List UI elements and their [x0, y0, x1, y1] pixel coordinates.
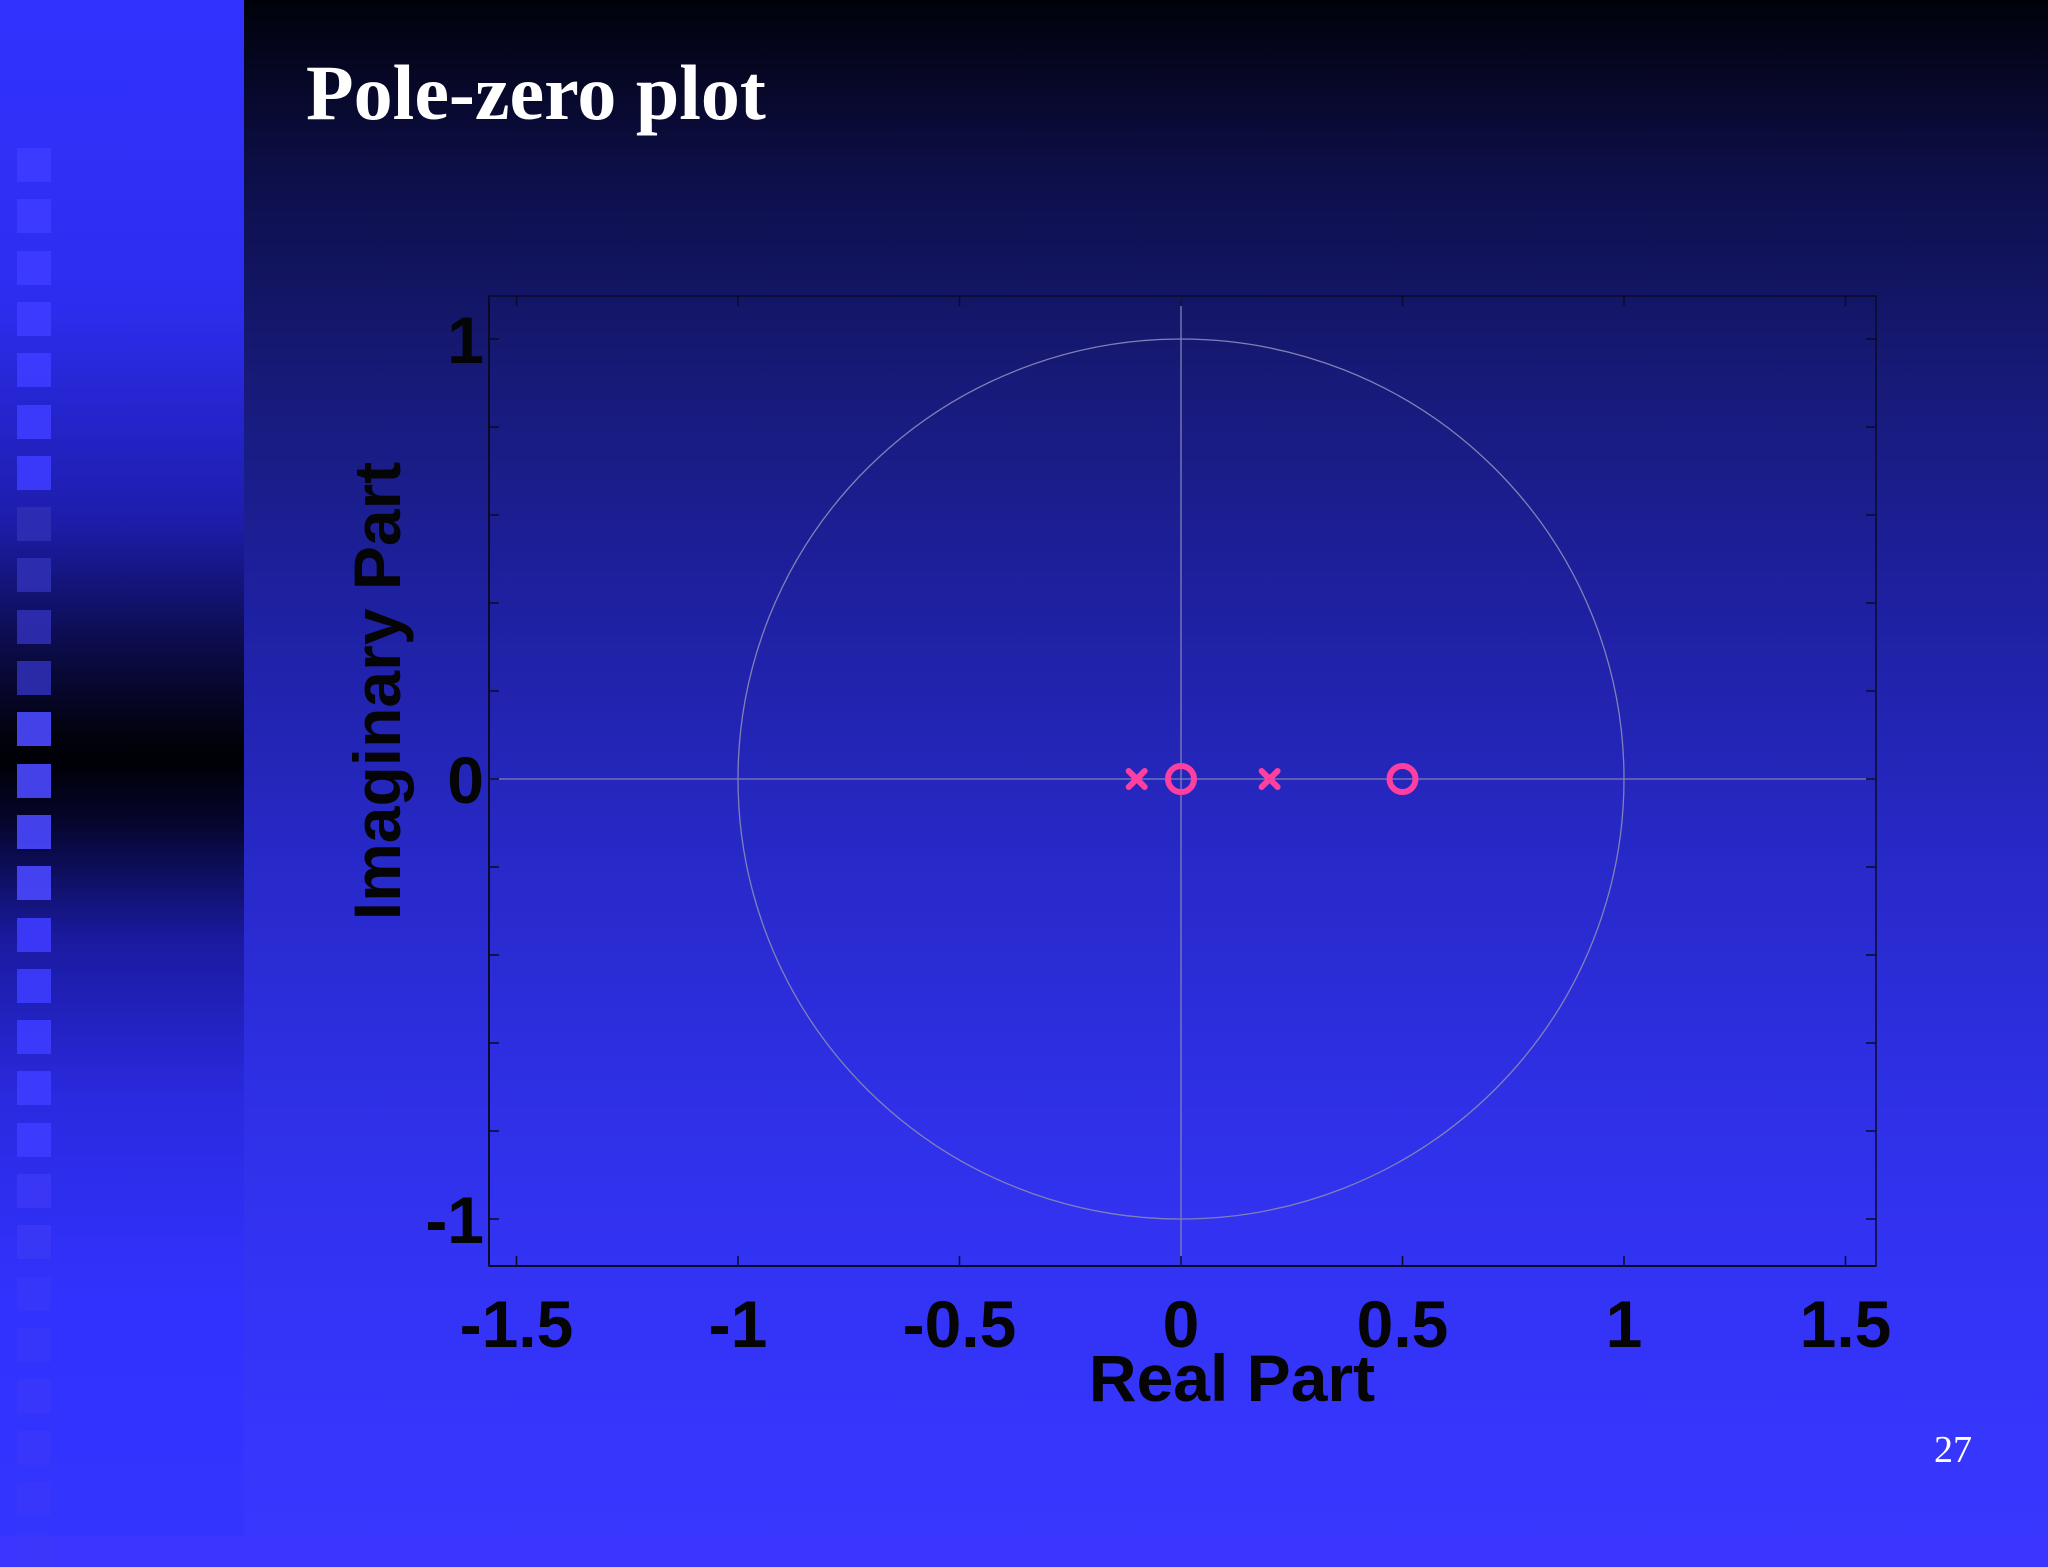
- decorative-square: [17, 763, 51, 798]
- page-number: 27: [1934, 1429, 1972, 1471]
- x-tick-label: 1: [1606, 1287, 1643, 1361]
- decorative-square: [17, 353, 51, 388]
- slide-background: [244, 0, 2048, 1536]
- x-tick-label: 0.5: [1357, 1287, 1449, 1361]
- decorative-square: [17, 712, 51, 747]
- decorative-square: [17, 301, 51, 336]
- y-axis-label: Imaginary Part: [340, 462, 414, 921]
- pole-marker: [1125, 768, 1148, 790]
- y-tick-labels: -1 0 1: [425, 303, 484, 1257]
- pole-zero-markers: [1125, 763, 1419, 795]
- decorative-square: [17, 558, 51, 593]
- decorative-square: [17, 199, 51, 234]
- decorative-square: [17, 1122, 51, 1157]
- decorative-square: [17, 1276, 51, 1311]
- zero-marker: [1386, 763, 1419, 795]
- pole-marker-stroke: [1125, 768, 1148, 790]
- decorative-square: [17, 1327, 51, 1362]
- decorative-square: [17, 1071, 51, 1106]
- pole-marker-stroke: [1258, 768, 1281, 790]
- decorative-square: [17, 814, 51, 849]
- x-tick-label: -1: [709, 1287, 768, 1361]
- decorative-square: [17, 917, 51, 952]
- decorative-square: [17, 148, 51, 182]
- decorative-square: [17, 661, 51, 695]
- zero-marker: [1165, 763, 1197, 795]
- decorative-square: [17, 404, 51, 439]
- decorative-squares: [0, 0, 244, 1567]
- decorative-square: [17, 1430, 51, 1465]
- x-tick-label: -1.5: [460, 1287, 574, 1361]
- decorative-square: [17, 1225, 51, 1260]
- x-tick-label: 0: [1163, 1287, 1200, 1361]
- decorative-square: [17, 1379, 51, 1414]
- decorative-square: [17, 1020, 51, 1055]
- decorative-square: [17, 1533, 51, 1567]
- x-axis-label: Real Part: [1089, 1341, 1375, 1415]
- x-tick-labels: -1.5 -1 -0.5 0 0.5 1 1.5: [460, 1287, 1892, 1361]
- decorative-square: [17, 968, 51, 1003]
- decorative-square: [17, 507, 51, 542]
- y-tick-label: 0: [447, 743, 484, 817]
- pole-marker: [1258, 768, 1281, 790]
- decorative-square: [17, 609, 51, 644]
- x-tick-label: 1.5: [1800, 1287, 1892, 1361]
- plot-area: [488, 295, 1877, 1267]
- guide-lines: [489, 296, 1876, 1266]
- axis-ticks: [489, 296, 1876, 1266]
- x-tick-label: -0.5: [903, 1287, 1017, 1361]
- y-tick-label: 1: [447, 303, 484, 377]
- slide-title: Pole-zero plot: [306, 49, 766, 136]
- decorative-square: [17, 1174, 51, 1208]
- y-tick-label: -1: [425, 1183, 484, 1257]
- decorative-square: [17, 866, 51, 901]
- decorative-square: [17, 250, 51, 285]
- decorative-square: [17, 455, 51, 490]
- decorative-square: [17, 1481, 51, 1516]
